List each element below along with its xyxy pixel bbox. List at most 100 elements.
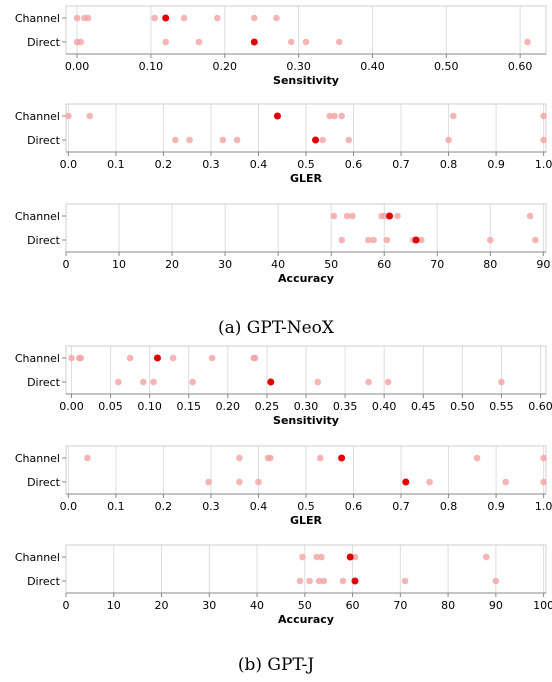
x-tick-label: 30 [202, 599, 216, 612]
x-tick-label: 40 [271, 258, 285, 271]
data-point [380, 212, 388, 220]
x-tick-label: 90 [489, 599, 503, 612]
data-point [140, 378, 147, 386]
data-point [86, 112, 94, 120]
data-point [326, 112, 334, 120]
data-point [84, 454, 91, 462]
x-tick-label: 0.0 [60, 158, 78, 171]
data-point [65, 112, 72, 120]
data-point [540, 112, 547, 120]
x-tick-label: 20 [165, 258, 179, 271]
data-point [151, 14, 158, 22]
x-tick-label: 40 [250, 599, 264, 612]
x-tick-label: 0.7 [392, 500, 410, 513]
panel-sensitivity-gptj: 0.00 0.05 0.10 0.15 0.20 0.25 0.30 0.35 0.40 0.45… [15, 345, 552, 427]
x-tick-label: 0.4 [250, 500, 268, 513]
data-point [68, 354, 75, 362]
data-point [540, 136, 547, 144]
data-point [195, 38, 203, 46]
x-tick-label: 70 [430, 258, 444, 271]
category-label-channel: Channel [15, 452, 60, 465]
x-tick-label: 0.9 [487, 158, 505, 171]
data-point [370, 236, 377, 244]
data-point [383, 236, 391, 244]
data-point [351, 553, 359, 561]
x-tick-label: 0.55 [489, 400, 514, 413]
data-point [526, 212, 534, 220]
category-label-channel: Channel [15, 352, 60, 365]
data-point [331, 112, 338, 120]
data-point [540, 454, 547, 462]
highlighted-data-point [346, 553, 354, 561]
data-point [482, 553, 490, 561]
data-point [162, 38, 169, 46]
data-point [169, 354, 177, 362]
data-point [338, 236, 346, 244]
highlighted-data-point [250, 38, 258, 46]
x-tick-label: 0.1 [107, 158, 125, 171]
x-tick-label: 0.2 [155, 158, 173, 171]
data-point [236, 478, 243, 486]
x-tick-label: 0.5 [297, 158, 315, 171]
data-point [349, 212, 356, 220]
x-tick-label: 0.50 [450, 400, 475, 413]
plot-frame [65, 5, 547, 55]
data-point [540, 478, 547, 486]
data-point [172, 136, 179, 144]
x-tick-label: 0.35 [333, 400, 358, 413]
data-point [502, 478, 509, 486]
x-tick-label: 0.0 [60, 500, 78, 513]
data-point [343, 212, 351, 220]
x-tick-label: 0 [63, 599, 70, 612]
highlighted-data-point [273, 112, 281, 120]
data-point [251, 14, 258, 22]
x-axis-title: Accuracy [278, 272, 334, 285]
data-point [401, 577, 409, 585]
x-tick-label: 0.20 [216, 400, 241, 413]
category-label-direct: Direct [27, 134, 61, 147]
x-tick-label: 1.0 [535, 158, 552, 171]
data-point [315, 577, 323, 585]
category-label-direct: Direct [27, 476, 61, 489]
x-axis-title: Sensitivity [273, 414, 339, 427]
x-tick-label: 70 [393, 599, 407, 612]
x-axis-title: GLER [290, 172, 323, 185]
data-point [84, 14, 92, 22]
data-point [205, 478, 212, 486]
x-axis-title: Accuracy [278, 613, 334, 626]
data-point [273, 14, 280, 22]
x-tick-label: 10 [112, 258, 126, 271]
x-tick-label: 60 [346, 599, 360, 612]
x-tick-label: 0.30 [294, 400, 319, 413]
x-tick-label: 0.60 [508, 60, 533, 73]
data-point [208, 354, 216, 362]
category-label-direct: Direct [27, 36, 61, 49]
x-axis-title: Sensitivity [273, 74, 339, 87]
data-point [339, 577, 347, 585]
data-point [180, 14, 188, 22]
x-tick-label: 0.40 [360, 60, 385, 73]
x-tick-label: 0 [63, 258, 70, 271]
data-point [255, 478, 262, 486]
x-tick-label: 80 [441, 599, 455, 612]
plot-frame [65, 544, 547, 594]
data-point [313, 553, 321, 561]
x-tick-label: 0.05 [98, 400, 123, 413]
caption-gpt-neox: (a) GPT-NeoX [218, 318, 335, 338]
panel-gler-gptj: 0.0 0.1 0.2 0.3 0.4 0.5 0.6 0.7 0.8 0.9 1.0 GLER Cha… [15, 445, 552, 527]
data-point [345, 136, 353, 144]
x-tick-label: 60 [377, 258, 391, 271]
x-tick-label: 10 [107, 599, 121, 612]
data-point [319, 136, 326, 144]
data-point [330, 212, 338, 220]
highlighted-data-point [412, 236, 420, 244]
x-tick-label: 0.00 [65, 60, 90, 73]
data-point [236, 454, 243, 462]
data-point [384, 378, 392, 386]
data-point [365, 236, 372, 244]
data-point [394, 212, 401, 220]
x-tick-label: 0.50 [434, 60, 459, 73]
data-point [267, 454, 274, 462]
panel-sensitivity-neox: 0.00 0.10 0.20 0.30 0.40 0.50 0.60 Sensitivity C… [15, 5, 547, 87]
